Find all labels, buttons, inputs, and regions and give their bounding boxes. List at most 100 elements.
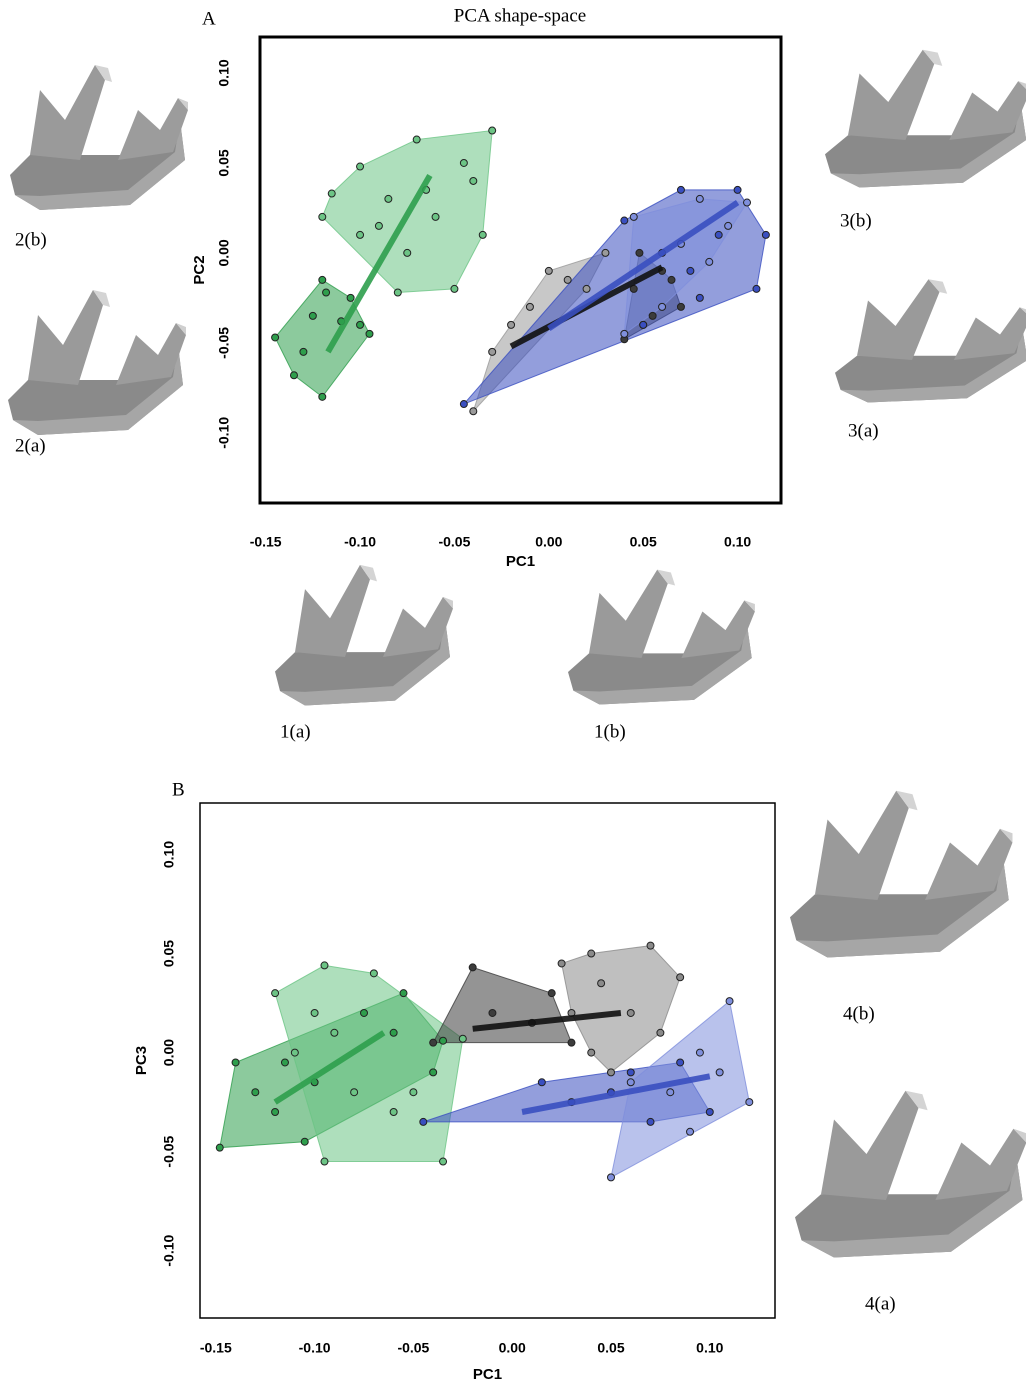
y-tick-label: -0.05 [161, 1135, 177, 1167]
point [646, 941, 655, 950]
point [724, 221, 733, 230]
plot-frame [258, 35, 783, 505]
panel-label: A [202, 8, 216, 29]
point [280, 1058, 289, 1067]
point [384, 194, 393, 203]
point [327, 189, 336, 198]
point [289, 371, 298, 380]
point [299, 347, 308, 356]
point [676, 185, 685, 194]
y-tick-label: 0.10 [161, 841, 177, 868]
point [656, 1028, 665, 1037]
point [251, 1088, 260, 1097]
point [429, 1068, 438, 1077]
point [419, 1117, 428, 1126]
point [290, 1048, 299, 1057]
x-tick-label: 0.05 [630, 534, 657, 550]
point [389, 1028, 398, 1037]
point [393, 288, 402, 297]
point [547, 989, 556, 998]
point [389, 1108, 398, 1116]
point [469, 407, 478, 416]
point [733, 185, 742, 194]
point [620, 329, 629, 338]
point [544, 266, 553, 275]
point [639, 320, 648, 329]
point [705, 257, 714, 266]
x-tick-label: 0.05 [597, 1340, 624, 1356]
point [658, 302, 667, 311]
point [215, 1143, 224, 1152]
x-tick-label: 0.10 [724, 534, 751, 550]
x-tick-label: -0.10 [344, 534, 376, 550]
point [646, 1117, 655, 1126]
shape-label: 2(b) [15, 229, 47, 250]
shape-icon [10, 65, 188, 210]
hull [432, 966, 573, 1044]
point [346, 293, 355, 302]
y-tick-label: 0.05 [161, 940, 177, 967]
point [374, 221, 383, 230]
x-tick-label: 0.00 [499, 1340, 526, 1356]
point [629, 212, 638, 221]
point [409, 1088, 418, 1097]
point [626, 1068, 635, 1077]
point [468, 963, 477, 972]
point [310, 1008, 319, 1017]
point [626, 1008, 635, 1017]
point [488, 347, 497, 356]
point [322, 288, 331, 297]
point [745, 1098, 754, 1107]
y-tick-label: -0.10 [216, 417, 232, 449]
x-tick-label: -0.10 [299, 1340, 331, 1356]
point [686, 266, 695, 275]
shape-icon [835, 279, 1026, 403]
trend-line [521, 1073, 711, 1115]
point [686, 1127, 695, 1136]
point [567, 1038, 576, 1047]
x-axis-label: PC1 [506, 553, 535, 570]
point [582, 284, 591, 293]
y-tick-label: 0.00 [161, 1039, 177, 1066]
y-axis-label: PC3 [133, 1046, 150, 1075]
point [330, 1028, 339, 1037]
shape-icon [825, 49, 1026, 188]
y-tick-label: 0.10 [216, 59, 232, 86]
panel-label: B [172, 779, 185, 800]
point [458, 1034, 467, 1043]
point [648, 311, 657, 320]
point [459, 400, 468, 409]
trend-line [472, 1009, 622, 1032]
shape-icon [8, 290, 186, 435]
point [676, 1058, 685, 1067]
point [439, 1157, 448, 1166]
shape-label: 4(b) [843, 1003, 875, 1024]
x-tick-label: 0.00 [535, 534, 562, 550]
point [676, 302, 685, 311]
shape-icon [568, 569, 755, 705]
point [715, 1068, 724, 1077]
point [597, 979, 606, 988]
point [320, 961, 329, 970]
y-axis-label: PC2 [191, 255, 208, 284]
point [431, 212, 440, 221]
point [667, 275, 676, 284]
point [676, 973, 685, 982]
point [271, 1108, 280, 1116]
point [666, 1088, 675, 1097]
point [403, 248, 412, 257]
point [271, 989, 280, 998]
shape-icon [795, 1090, 1026, 1258]
point [635, 248, 644, 257]
point [537, 1078, 546, 1087]
x-tick-label: -0.15 [250, 534, 282, 550]
point [469, 176, 478, 185]
point [320, 1157, 329, 1166]
point [525, 302, 534, 311]
x-tick-label: -0.05 [438, 534, 470, 550]
shape-icon [275, 564, 453, 706]
shape-label: 4(a) [865, 1293, 896, 1314]
x-tick-label: -0.05 [397, 1340, 429, 1356]
point [488, 1008, 497, 1017]
